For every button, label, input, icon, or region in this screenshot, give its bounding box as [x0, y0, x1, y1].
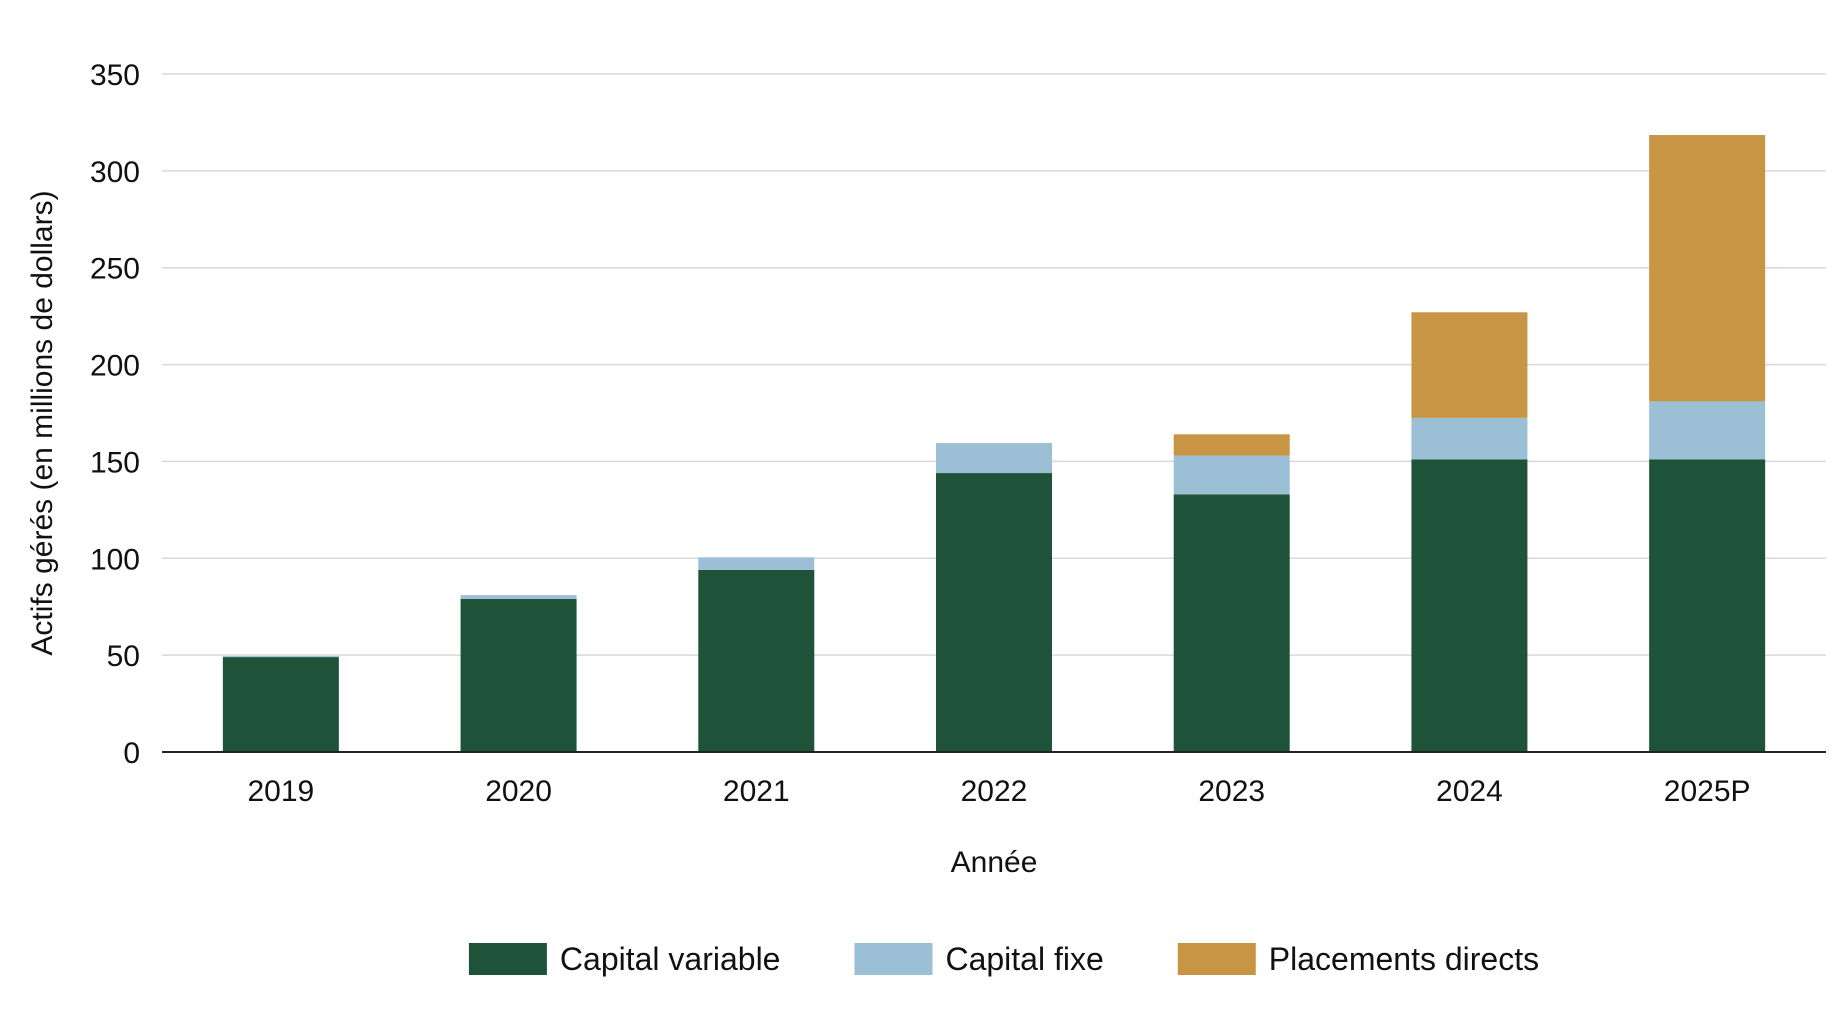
bar-2023-capital-variable [1173, 494, 1290, 752]
y-tick-label: 250 [90, 253, 140, 286]
bar-2022-capital-fixe [936, 443, 1052, 474]
y-tick-label: 100 [90, 543, 140, 576]
x-tick-label: 2021 [723, 775, 790, 808]
legend-item-placements-directs: Placements directs [1177, 941, 1539, 977]
x-tick-label: 2023 [1198, 775, 1265, 808]
bar-2024-placements-directs [1411, 312, 1528, 418]
y-tick-label: 350 [90, 59, 140, 92]
y-tick-label: 50 [107, 640, 140, 673]
bar-2024-capital-fixe [1411, 417, 1528, 460]
y-tick-label: 0 [123, 737, 140, 770]
y-tick-label: 200 [90, 350, 140, 383]
y-tick-label: 300 [90, 156, 140, 189]
legend-item-capital-fixe: Capital fixe [854, 941, 1104, 977]
bar-2025P-capital-variable [1649, 459, 1766, 752]
legend-swatch [468, 943, 547, 975]
bar-2021-capital-fixe [698, 557, 815, 570]
legend-label: Capital fixe [945, 941, 1103, 977]
bars [222, 135, 1766, 752]
legend-label: Placements directs [1269, 941, 1539, 977]
legend: Capital variable Capital fixe Placements d… [468, 941, 1539, 977]
legend-label: Capital variable [560, 941, 781, 977]
y-axis-ticks: 0 50 100 150 200 250 300 350 [90, 59, 140, 770]
x-tick-label: 2020 [485, 775, 552, 808]
x-axis-title: Année [951, 846, 1038, 879]
bar-2022-capital-variable [936, 473, 1052, 752]
x-tick-label: 2024 [1436, 775, 1503, 808]
bar-2021-capital-variable [698, 569, 815, 752]
bar-2019-capital-variable [222, 657, 339, 752]
bar-2024-capital-variable [1411, 459, 1528, 752]
bar-2019-capital-fixe [222, 656, 339, 658]
y-tick-label: 150 [90, 446, 140, 479]
x-tick-label: 2022 [961, 775, 1028, 808]
bar-2025P-placements-directs [1649, 135, 1766, 402]
y-axis-title: Actifs gérés (en millions de dollars) [26, 190, 59, 655]
bar-2020-capital-variable [460, 598, 577, 752]
legend-item-capital-variable: Capital variable [468, 941, 781, 977]
bar-2020-capital-fixe [460, 595, 577, 599]
legend-swatch [1177, 943, 1256, 975]
x-tick-label: 2025P [1664, 775, 1751, 808]
bar-2023-capital-fixe [1173, 455, 1290, 495]
bar-2023-placements-directs [1173, 434, 1290, 456]
x-axis-ticks: 2019 2020 2021 2022 2023 2024 2025P [247, 775, 1750, 808]
x-tick-label: 2019 [247, 775, 314, 808]
bar-2025P-capital-fixe [1649, 401, 1766, 460]
legend-swatch [854, 943, 933, 975]
